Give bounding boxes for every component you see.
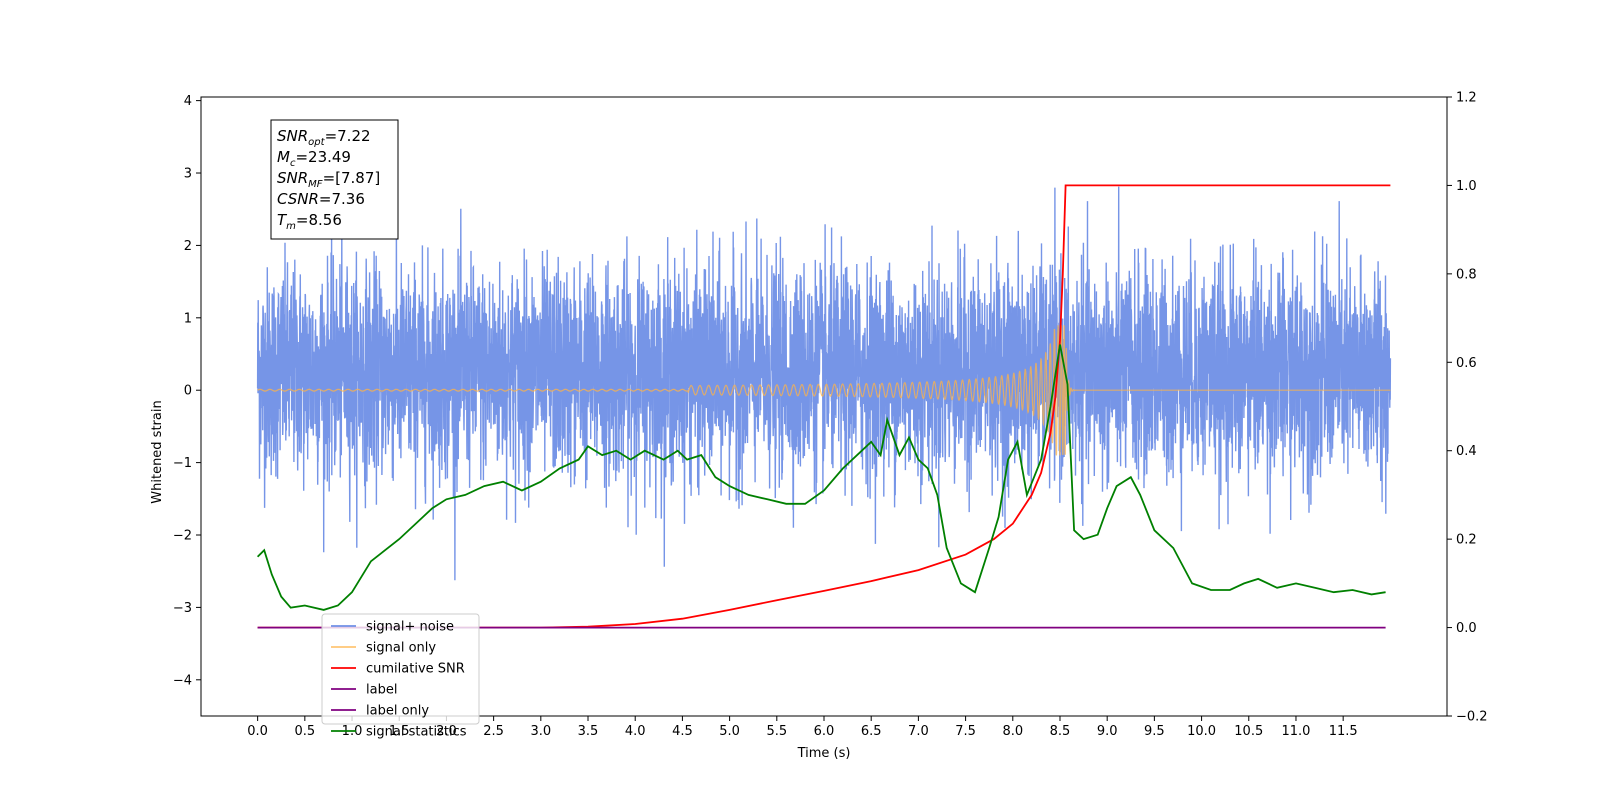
y-axis-label: Whitened strain [150,400,165,503]
y-tick-label: −4 [173,673,192,688]
legend-entry: label only [366,704,429,719]
x-tick-label: 4.0 [625,724,646,739]
x-tick-label: 11.5 [1329,724,1358,739]
y2-tick-label: 1.2 [1456,91,1477,106]
annotation-box: SNRopt=7.22Mc=23.49SNRMF=[7.87]CSNR=7.36… [270,119,399,240]
y-tick-label: 2 [184,239,192,254]
x-tick-label: 8.0 [1002,724,1023,739]
x-tick-label: 8.5 [1050,724,1071,739]
y-tick-label: −1 [173,456,192,471]
x-tick-label: 5.0 [719,724,740,739]
y2-tick-label: 1.0 [1456,179,1477,194]
annotation-line: CSNR=7.36 [277,190,365,208]
y2-tick-label: 0.2 [1456,533,1477,548]
annotation-subscript: MF [308,179,323,190]
annotation-value: =23.49 [295,148,351,166]
y2-tick-label: 0.4 [1456,444,1477,459]
y2-tick-label: 0.6 [1456,356,1477,371]
annotation-subscript: opt [308,137,325,148]
y-tick-label: −2 [173,529,192,544]
x-tick-label: 9.5 [1144,724,1165,739]
annotation-value: =[7.87] [323,169,381,187]
annotation-symbol: CSNR [277,190,319,208]
x-tick-label: 0.5 [294,724,315,739]
x-tick-label: 3.0 [530,724,551,739]
x-tick-label: 6.5 [861,724,882,739]
annotation-line: SNRMF=[7.87] [277,169,380,190]
annotation-line: Tm=8.56 [277,211,342,232]
annotation-symbol: M [277,148,290,166]
y-tick-label: 0 [184,384,192,399]
x-tick-label: 3.5 [578,724,599,739]
x-tick-label: 10.5 [1234,724,1263,739]
x-tick-label: 7.0 [908,724,929,739]
y2-tick-label: 0.0 [1456,621,1477,636]
series-layer [256,184,1392,629]
series-signal-noise [256,186,1392,581]
legend-entry: cumilative SNR [366,662,465,677]
legend-entry: signal+ noise [366,620,454,635]
legend-entry: signal only [366,641,436,656]
legend: signal+ noise signal only cumilative SNR la… [321,613,480,740]
annotation-frame [270,119,399,240]
y-tick-label: −3 [173,601,192,616]
annotation-symbol: SNR [277,169,308,187]
y-tick-label: 1 [184,311,192,326]
y-tick-label: 3 [184,167,192,182]
x-tick-label: 2.0 [436,724,457,739]
x-tick-label: 4.5 [672,724,693,739]
x-tick-label: 10.0 [1187,724,1216,739]
annotation-symbol: SNR [277,127,308,145]
annotation-subscript: c [290,158,296,169]
y-tick-label: 4 [184,94,192,109]
axes-layer: 0.0 0.5 1.0 1.5 2.0 2.5 3.0 3.5 4.0 4.5 5.0 5.5 6.0 6… [173,91,1488,740]
x-axis-label: Time (s) [797,746,851,761]
annotation-value: =8.56 [296,211,342,229]
series-signal-only [257,324,1391,456]
legend-entry: signal statistics [366,725,467,740]
annotation-value: =7.36 [319,190,365,208]
annotation-value: =7.22 [325,127,371,145]
legend-entry: label [366,683,397,698]
x-tick-label: 9.0 [1097,724,1118,739]
annotation-subscript: m [286,221,296,232]
x-tick-label: 11.0 [1281,724,1310,739]
x-tick-label: 1.5 [389,724,410,739]
annotation-symbol: T [277,211,288,229]
x-tick-label: 0.0 [247,724,268,739]
annotation-line: SNRopt=7.22 [277,127,371,148]
series-signal-statistics [256,344,1386,611]
x-tick-label: 7.5 [955,724,976,739]
legend-frame [321,613,480,725]
annotation-line: Mc=23.49 [277,148,351,169]
x-tick-label: 6.0 [814,724,835,739]
y2-tick-label: −0.2 [1456,710,1488,725]
x-tick-label: 5.5 [766,724,787,739]
y2-tick-label: 0.8 [1456,267,1477,282]
x-tick-label: 2.5 [483,724,504,739]
